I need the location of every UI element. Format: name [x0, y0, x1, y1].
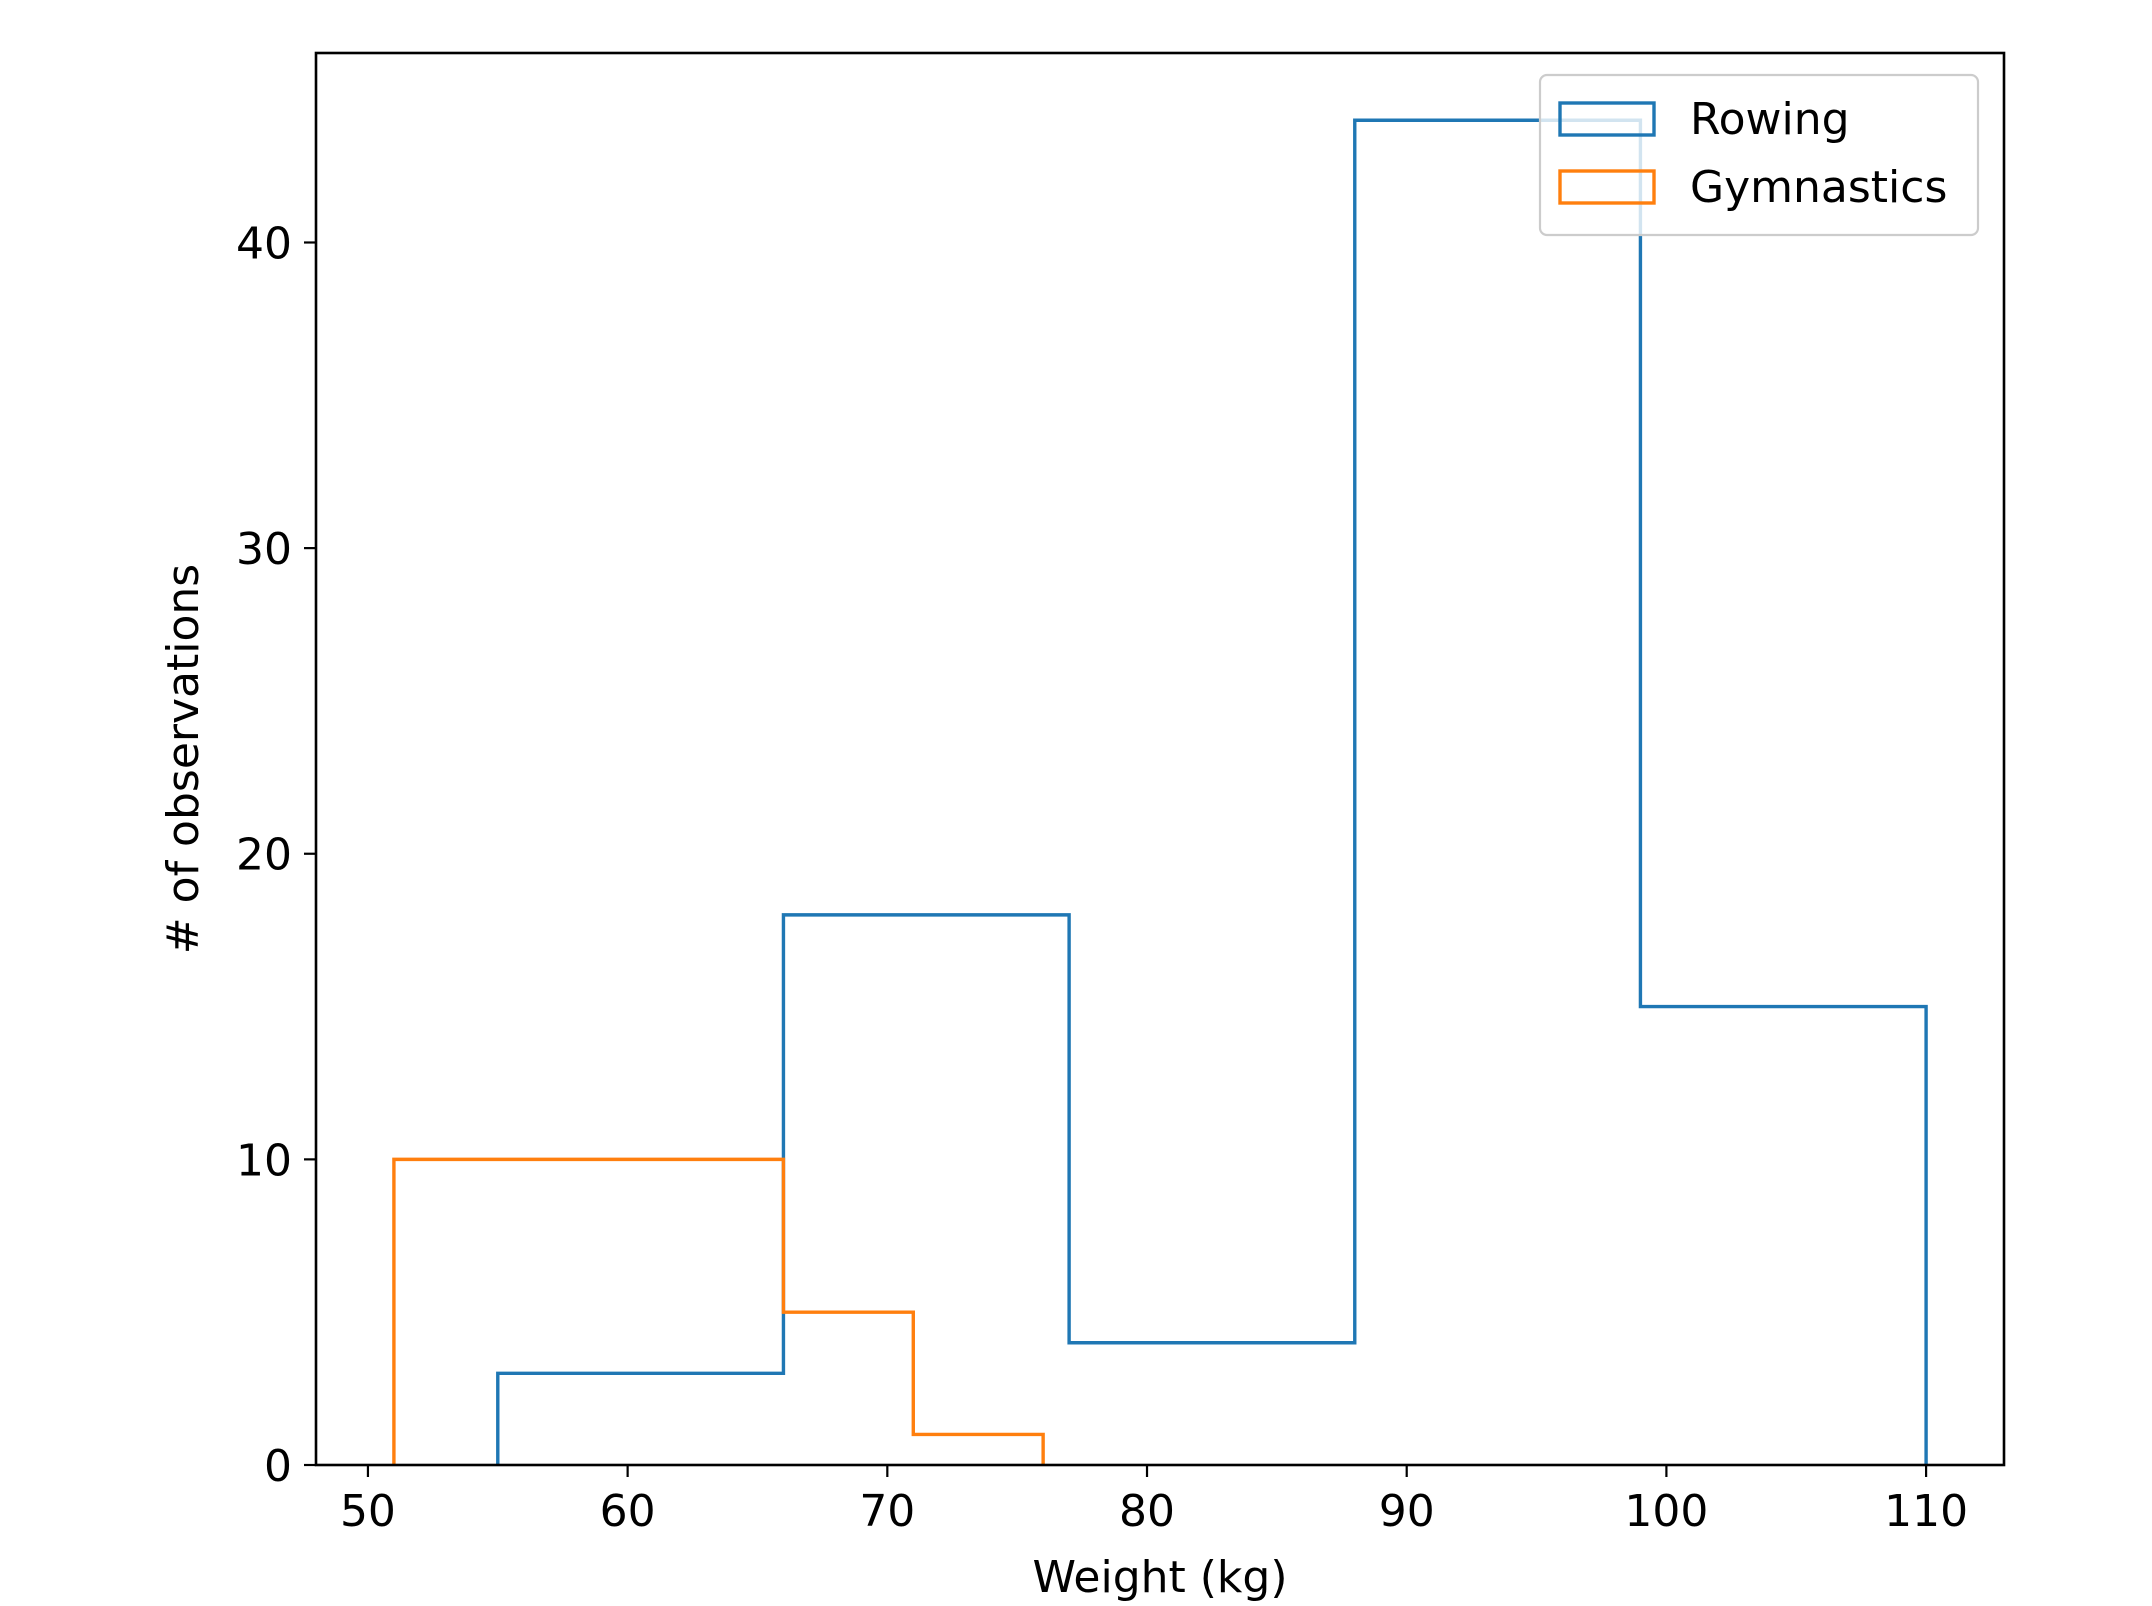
y-tick-label: 20 [236, 830, 292, 881]
legend-label-gymnastics: Gymnastics [1690, 162, 1947, 213]
y-tick-label: 10 [236, 1135, 292, 1186]
y-axis-label: # of observations [158, 564, 209, 954]
legend: Rowing Gymnastics [1538, 73, 1980, 237]
x-tick-label: 90 [1379, 1486, 1435, 1537]
series-gymnastics-step [392, 1157, 1045, 1465]
y-tick-label: 30 [236, 524, 292, 575]
x-tick-label: 60 [600, 1486, 656, 1537]
x-tick-label: 70 [859, 1486, 915, 1537]
x-tick-label: 110 [1884, 1486, 1968, 1537]
x-axis-ticks: 50 60 70 80 90 100 110 [340, 1465, 1968, 1537]
y-tick-label: 40 [236, 218, 292, 269]
y-axis-ticks: 0 10 20 30 40 [236, 218, 316, 1492]
series-layer [392, 118, 1928, 1465]
legend-swatch-rowing [1558, 101, 1656, 137]
y-tick-label: 0 [264, 1441, 292, 1492]
x-tick-label: 80 [1119, 1486, 1175, 1537]
x-tick-label: 50 [340, 1486, 396, 1537]
series-rowing-step [496, 118, 1928, 1465]
x-tick-label: 100 [1624, 1486, 1708, 1537]
legend-label-rowing: Rowing [1690, 94, 1850, 145]
x-axis-label: Weight (kg) [1032, 1552, 1287, 1603]
legend-frame [1538, 73, 1980, 237]
plot-frame [314, 51, 2006, 1467]
legend-swatch-gymnastics [1558, 169, 1656, 205]
